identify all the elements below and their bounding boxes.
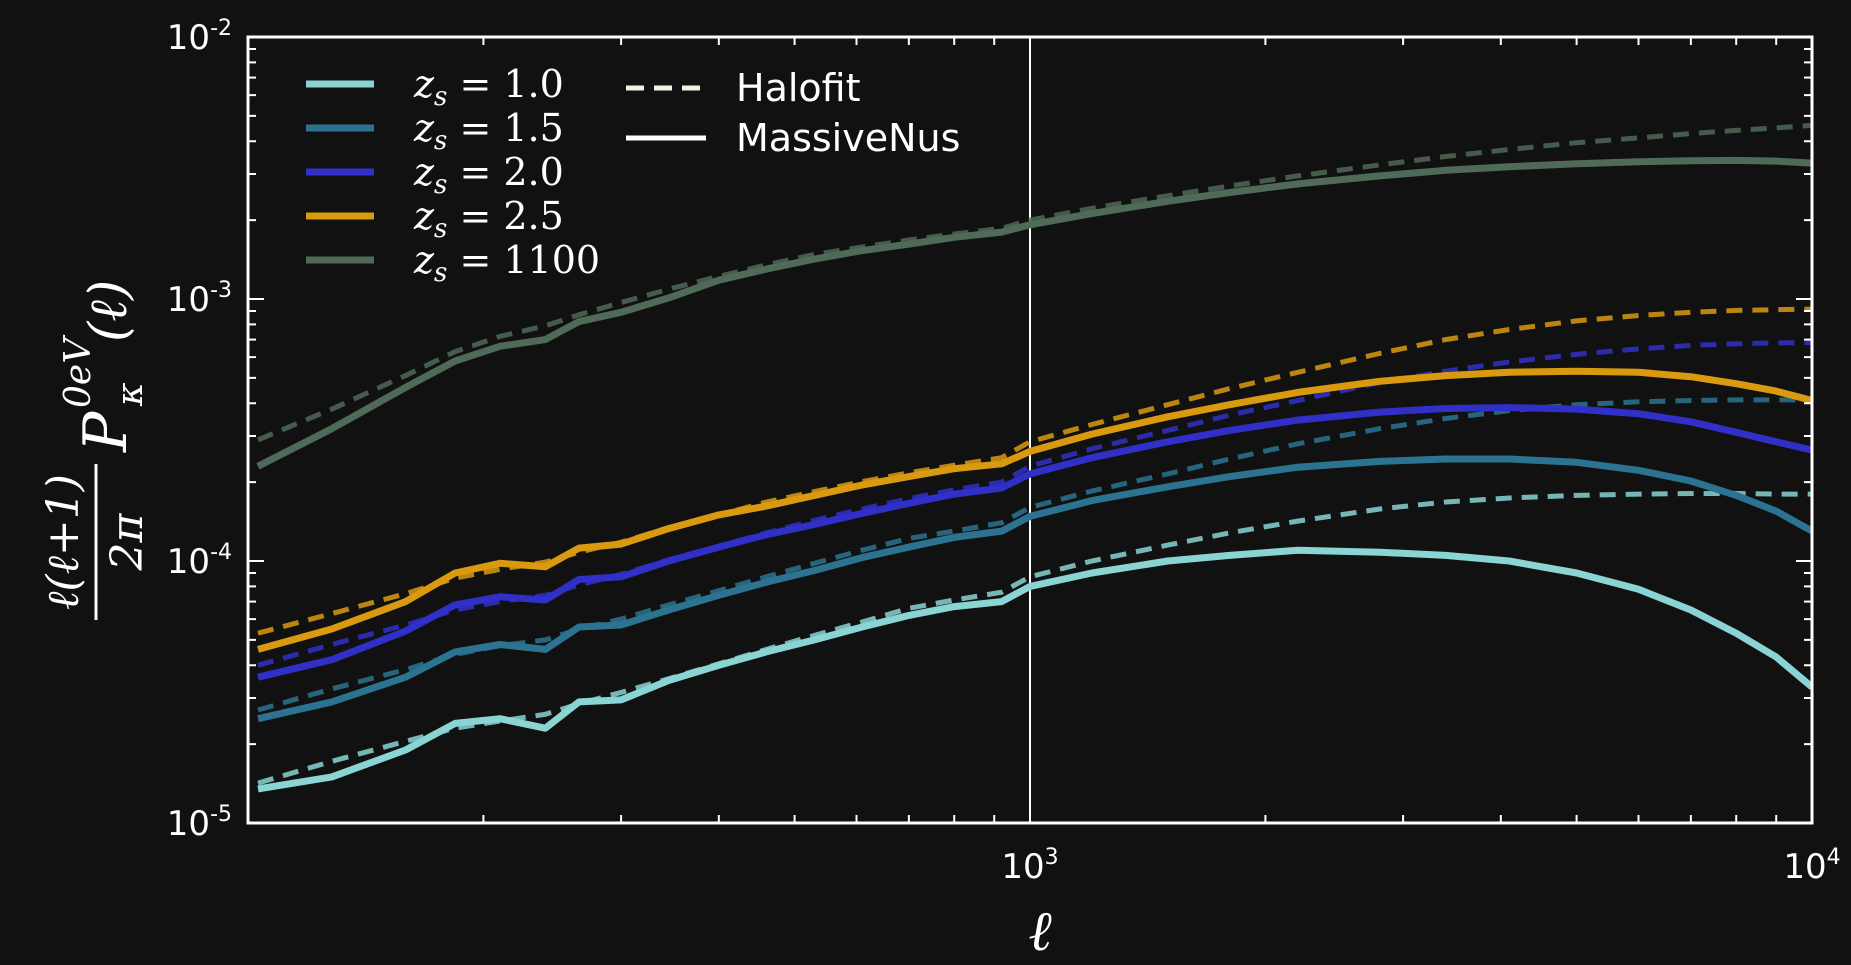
x-axis-label: ℓ xyxy=(1028,899,1052,964)
y-label-argument: (ℓ) xyxy=(79,280,139,342)
x-tick-label: 103 xyxy=(1001,845,1058,887)
legend-label-redshift: zs = 1100 xyxy=(413,238,600,288)
massivenus-line-5 xyxy=(256,156,1812,470)
y-tick-label: 10-2 xyxy=(167,16,232,58)
series-layer xyxy=(256,122,1812,793)
legend-label-redshift: zs = 1.0 xyxy=(413,62,564,112)
halofit-line-1 xyxy=(257,491,1812,786)
legend-label-solid: MassiveNus xyxy=(736,116,960,160)
legend-label-redshift: zs = 2.5 xyxy=(413,194,564,244)
massivenus-line-3 xyxy=(257,404,1812,681)
legend-label-dashed: Halofit xyxy=(736,66,861,110)
massivenus-line-4 xyxy=(257,367,1812,653)
y-tick-label: 10-5 xyxy=(167,802,232,844)
y-label-symbol: P xyxy=(71,410,141,453)
axis-ticks: 103 104 10-2 10-3 10-4 10-5 xyxy=(167,16,1841,887)
massivenus-line-2 xyxy=(257,455,1812,723)
x-tick-label: 104 xyxy=(1783,845,1840,887)
legend-label-redshift: zs = 2.0 xyxy=(413,150,564,200)
legend-label-redshift: zs = 1.5 xyxy=(413,106,564,156)
y-axis-label: ℓ(ℓ+1) 2π P 0eV κ (ℓ) xyxy=(38,280,153,620)
y-label-numerator: ℓ(ℓ+1) xyxy=(38,474,89,610)
y-label-superscript: 0eV xyxy=(58,334,99,408)
halofit-line-2 xyxy=(257,397,1812,713)
y-tick-label: 10-4 xyxy=(167,540,232,582)
legend: zs = 1.0zs = 1.5zs = 2.0zs = 2.5zs = 110… xyxy=(306,62,960,288)
y-tick-label: 10-3 xyxy=(167,278,232,320)
y-label-subscript: κ xyxy=(110,382,151,407)
massivenus-line-1 xyxy=(257,546,1812,793)
y-label-denominator: 2π xyxy=(102,512,153,571)
